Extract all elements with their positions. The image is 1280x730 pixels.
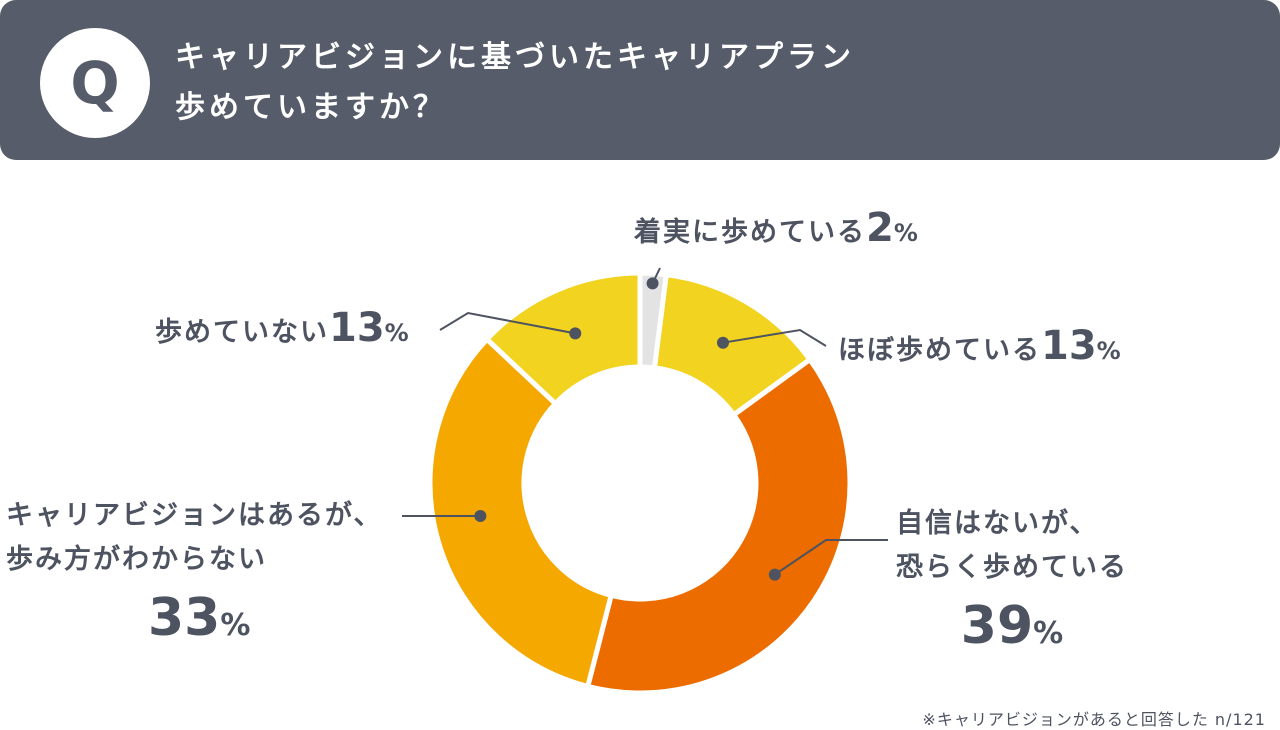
q-badge: Q <box>40 28 150 138</box>
leader-mostly <box>722 328 827 347</box>
slice-unsure <box>585 357 853 696</box>
leader-unsure-dot <box>768 568 781 581</box>
slice-no-way <box>427 336 614 689</box>
label-steady-unit: % <box>893 219 918 247</box>
label-unsure-value: 39 <box>960 596 1034 656</box>
question-line-1: キャリアビジョンに基づいたキャリアプラン <box>175 40 855 75</box>
label-not-text: 歩めていない <box>155 317 329 348</box>
label-mostly-text: ほぼ歩めている <box>838 335 1041 366</box>
leader-mostly-dot <box>716 336 729 349</box>
label-unsure-line-2: 恐らく歩めている <box>896 552 1128 583</box>
leader-unsure <box>774 539 888 576</box>
label-not-value: 13 <box>329 305 385 351</box>
label-not: 歩めていない13% <box>155 305 409 351</box>
question-line-2: 歩めていますか？ <box>175 90 447 125</box>
label-unsure-percent: 39% <box>896 596 1128 656</box>
label-steady: 着実に歩めている2% <box>634 205 918 251</box>
label-no-way-line-2: 歩み方がわからない <box>6 544 267 575</box>
label-mostly-unit: % <box>1096 337 1121 365</box>
label-no-way-percent: 33% <box>6 588 548 648</box>
leader-not <box>439 311 576 335</box>
question-title: キャリアビジョンに基づいたキャリアプラン 歩めていますか？ <box>175 33 855 133</box>
leader-steady-dot <box>646 277 659 290</box>
label-unsure-line-1: 自信はないが、 <box>896 508 1099 539</box>
question-header: Q キャリアビジョンに基づいたキャリアプラン 歩めていますか？ <box>0 0 1280 160</box>
footnote: ※キャリアビジョンがあると回答した n/121 <box>922 710 1266 729</box>
label-steady-value: 2 <box>866 205 894 251</box>
label-no-way: キャリアビジョンはあるが、 歩み方がわからない 33% <box>6 494 548 648</box>
leader-not-dot <box>569 327 582 340</box>
label-mostly-value: 13 <box>1041 323 1097 369</box>
leader-no-way-dot <box>474 510 487 522</box>
label-no-way-unit: % <box>220 608 251 643</box>
label-unsure-unit: % <box>1033 616 1064 651</box>
label-steady-text: 着実に歩めている <box>634 217 866 248</box>
label-no-way-line-1: キャリアビジョンはあるが、 <box>6 500 383 531</box>
slice-not <box>484 270 643 407</box>
label-mostly: ほぼ歩めている13% <box>838 323 1121 369</box>
label-no-way-value: 33 <box>148 588 221 648</box>
label-not-unit: % <box>384 319 409 347</box>
label-unsure: 自信はないが、 恐らく歩めている 39% <box>896 502 1128 656</box>
